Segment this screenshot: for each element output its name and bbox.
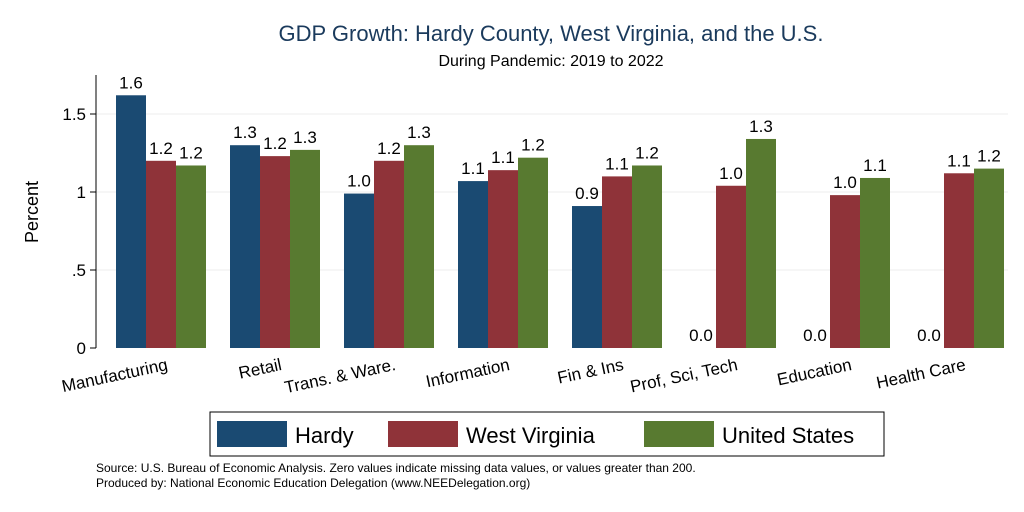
data-label: 1.1 <box>863 156 887 175</box>
x-category-label: Retail <box>237 355 283 383</box>
bar <box>974 168 1004 348</box>
data-label: 1.2 <box>635 143 659 162</box>
data-label: 1.2 <box>149 139 173 158</box>
data-label: 1.1 <box>461 159 485 178</box>
data-label: 1.3 <box>293 128 317 147</box>
bar <box>716 185 746 348</box>
bar <box>830 195 860 348</box>
legend-swatch <box>388 421 458 447</box>
data-label: 0.0 <box>803 326 827 345</box>
bar <box>230 145 260 348</box>
x-category-label: Education <box>775 355 853 389</box>
data-label: 1.6 <box>119 73 143 92</box>
data-label: 1.2 <box>521 136 545 155</box>
x-category-label: Manufacturing <box>60 355 169 396</box>
legend: Hardy West Virginia United States <box>217 421 854 448</box>
x-category-label: Health Care <box>875 355 968 392</box>
bar <box>404 145 434 348</box>
x-category-label: Information <box>424 355 511 391</box>
data-label: 1.1 <box>947 151 971 170</box>
x-category-label: Trans. & Ware. <box>283 355 398 397</box>
bar <box>860 177 890 348</box>
legend-label: Hardy <box>295 423 354 448</box>
x-axis-categories: Manufacturing Retail Trans. & Ware. Informa… <box>60 355 967 397</box>
data-label: 1.1 <box>605 154 629 173</box>
data-label: 1.2 <box>263 134 287 153</box>
x-category-label: Prof, Sci, Tech <box>628 355 739 396</box>
chart-subtitle: During Pandemic: 2019 to 2022 <box>438 53 663 70</box>
data-label: 1.0 <box>833 173 857 192</box>
footer-produced-by: Produced by: National Economic Education… <box>96 476 530 490</box>
y-axis-ticks: 0 .5 1 1.5 <box>62 105 96 358</box>
bar <box>116 95 146 348</box>
data-labels: 1.6 1.3 1.0 1.1 0.9 0.0 0.0 0.0 1.2 1.2 1.2 1.1 1.1 1… <box>119 73 1001 345</box>
data-label: 1.0 <box>347 172 371 191</box>
chart-title: GDP Growth: Hardy County, West Virginia,… <box>279 21 824 46</box>
data-label: 0.0 <box>689 326 713 345</box>
data-label: 1.3 <box>233 123 257 142</box>
bar <box>944 173 974 348</box>
data-label: 1.3 <box>749 117 773 136</box>
data-label: 1.0 <box>719 164 743 183</box>
y-tick-label: .5 <box>72 261 86 280</box>
bar <box>572 206 602 348</box>
footer-source: Source: U.S. Bureau of Economic Analysis… <box>96 461 696 475</box>
legend-label: West Virginia <box>466 423 596 448</box>
bar <box>746 138 776 348</box>
bar <box>488 170 518 348</box>
data-label: 1.2 <box>377 139 401 158</box>
data-label: 0.9 <box>575 184 599 203</box>
bar <box>290 149 320 348</box>
bar <box>518 157 548 348</box>
data-label: 0.0 <box>917 326 941 345</box>
bars <box>116 95 1004 348</box>
bar <box>344 193 374 348</box>
data-label: 1.2 <box>977 147 1001 166</box>
legend-box <box>209 411 885 457</box>
data-label: 1.1 <box>491 148 515 167</box>
y-tick-label: 1 <box>77 183 86 202</box>
bar <box>632 165 662 348</box>
x-category-label: Fin & Ins <box>556 355 626 388</box>
y-axis-label: Percent <box>22 181 42 243</box>
legend-label: United States <box>722 423 854 448</box>
bar <box>602 176 632 348</box>
legend-swatch <box>644 421 714 447</box>
bar <box>458 181 488 348</box>
data-label: 1.2 <box>179 143 203 162</box>
data-label: 1.3 <box>407 123 431 142</box>
y-tick-label: 1.5 <box>62 105 86 124</box>
y-tick-label: 0 <box>77 339 86 358</box>
bar <box>260 156 290 348</box>
bar <box>374 160 404 348</box>
legend-swatch <box>217 421 287 447</box>
bar <box>146 160 176 348</box>
bar <box>176 165 206 348</box>
